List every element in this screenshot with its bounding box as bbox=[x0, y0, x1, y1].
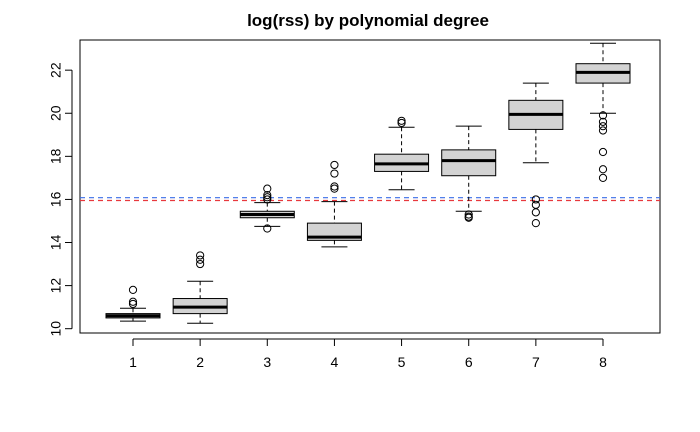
box-group bbox=[374, 116, 430, 191]
outlier-point bbox=[196, 251, 205, 260]
chart-title: log(rss) by polynomial degree bbox=[247, 11, 489, 30]
y-tick-label: 10 bbox=[48, 321, 64, 337]
y-axis: 10 12 14 16 18 20 22 bbox=[48, 62, 73, 337]
plot-frame bbox=[79, 39, 661, 334]
outlier-point bbox=[128, 297, 138, 306]
x-tick-label: 1 bbox=[129, 354, 137, 370]
outlier-point bbox=[330, 184, 339, 193]
box-group bbox=[508, 82, 564, 228]
outlier-point bbox=[128, 285, 138, 295]
outlier-point bbox=[196, 259, 205, 269]
y-tick-label: 22 bbox=[48, 62, 64, 78]
outlier-point bbox=[330, 160, 339, 170]
outlier-point bbox=[598, 126, 608, 135]
box bbox=[441, 149, 497, 177]
outlier-point bbox=[598, 147, 608, 157]
outlier-point bbox=[397, 116, 406, 125]
x-tick-label: 7 bbox=[532, 354, 540, 370]
x-tick-label: 8 bbox=[599, 354, 607, 370]
box-group bbox=[441, 125, 497, 222]
y-tick-label: 18 bbox=[48, 148, 64, 164]
boxes bbox=[105, 42, 631, 324]
y-tick-label: 20 bbox=[48, 105, 64, 121]
box-group bbox=[306, 160, 362, 248]
outlier-point bbox=[464, 212, 473, 221]
outlier-point bbox=[263, 224, 272, 233]
outlier-point bbox=[330, 169, 339, 178]
outlier-point bbox=[196, 255, 205, 264]
box-group bbox=[105, 285, 161, 322]
box-group bbox=[239, 184, 295, 233]
outlier-point bbox=[531, 219, 540, 228]
outlier-point bbox=[531, 195, 540, 204]
reference-lines bbox=[80, 197, 660, 202]
x-tick-label: 4 bbox=[331, 354, 339, 370]
x-tick-label: 5 bbox=[398, 354, 406, 370]
outlier-point bbox=[598, 122, 608, 131]
outlier-point bbox=[263, 195, 272, 204]
y-tick-label: 14 bbox=[48, 235, 64, 251]
outlier-point bbox=[598, 173, 608, 182]
outlier-point bbox=[598, 165, 608, 174]
y-tick-label: 12 bbox=[48, 278, 64, 294]
outlier-point bbox=[598, 111, 608, 120]
box-group bbox=[575, 42, 631, 182]
outlier-point bbox=[330, 182, 339, 191]
x-tick-label: 2 bbox=[196, 354, 204, 370]
outlier-point bbox=[598, 117, 608, 126]
x-tick-label: 6 bbox=[465, 354, 473, 370]
outlier-point bbox=[531, 200, 540, 209]
outlier-point bbox=[464, 210, 473, 219]
x-tick-label: 3 bbox=[263, 354, 271, 370]
x-axis: 1 2 3 4 5 6 7 8 bbox=[129, 338, 607, 370]
outlier-point bbox=[263, 193, 272, 202]
outlier-point bbox=[397, 118, 406, 128]
y-tick-label: 16 bbox=[48, 191, 64, 207]
outlier-point bbox=[263, 184, 272, 193]
box-group bbox=[172, 251, 228, 324]
outlier-point bbox=[531, 208, 540, 217]
outlier-point bbox=[128, 299, 138, 309]
outlier-point bbox=[263, 191, 272, 200]
